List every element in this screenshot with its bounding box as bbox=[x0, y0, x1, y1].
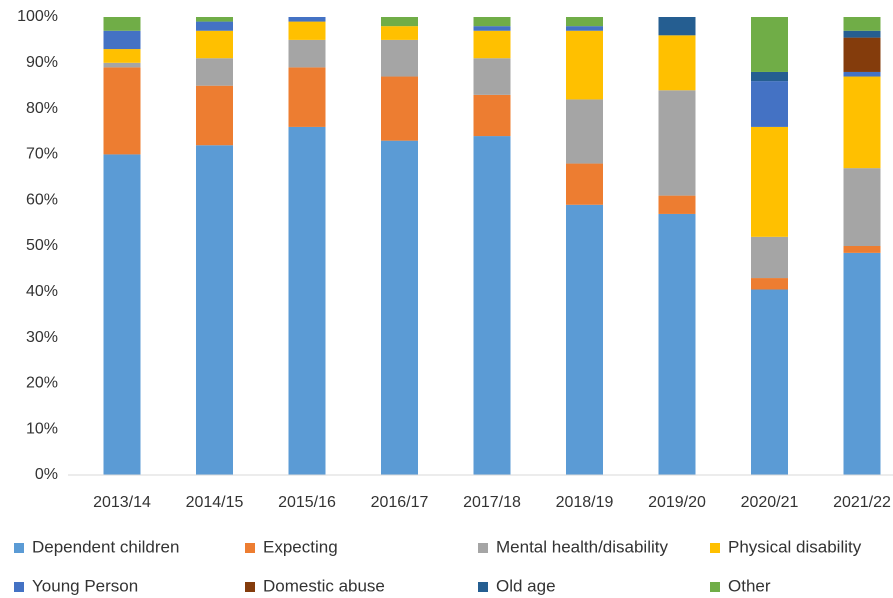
legend-label: Old age bbox=[496, 576, 556, 595]
bar-segment bbox=[658, 195, 696, 214]
bar-segment bbox=[751, 236, 788, 279]
bar-segment bbox=[288, 21, 326, 40]
bar-segment bbox=[566, 163, 603, 205]
bar-segment bbox=[658, 17, 696, 36]
y-tick-label: 90% bbox=[26, 54, 58, 71]
x-tick-label: 2016/17 bbox=[371, 494, 429, 511]
bar-segment bbox=[288, 39, 326, 68]
y-tick-label: 40% bbox=[26, 283, 58, 300]
bar-segment bbox=[843, 76, 881, 169]
bar-segment bbox=[103, 49, 141, 63]
bar-segment bbox=[103, 67, 141, 155]
x-tick-label: 2015/16 bbox=[278, 494, 336, 511]
x-tick-label: 2013/14 bbox=[93, 494, 151, 511]
x-tick-label: 2018/19 bbox=[556, 494, 614, 511]
y-tick-label: 100% bbox=[17, 8, 58, 25]
legend-swatch bbox=[14, 543, 24, 553]
bar-segment bbox=[473, 136, 511, 475]
legend-label: Mental health/disability bbox=[496, 537, 668, 556]
legend-swatch bbox=[478, 582, 488, 592]
bar-segment bbox=[196, 17, 233, 22]
legend-swatch bbox=[245, 543, 255, 553]
bar-segment bbox=[751, 17, 788, 72]
legend-label: Physical disability bbox=[728, 537, 862, 556]
bar-segment bbox=[381, 76, 418, 141]
bar-segment bbox=[843, 37, 881, 72]
y-tick-label: 70% bbox=[26, 146, 58, 163]
bar-segment bbox=[381, 26, 418, 40]
y-tick-label: 50% bbox=[26, 237, 58, 254]
bar-segment bbox=[566, 17, 603, 27]
bar-segment bbox=[751, 71, 788, 82]
legend-swatch bbox=[710, 582, 720, 592]
bar-segment bbox=[566, 99, 603, 164]
x-tick-label: 2014/15 bbox=[186, 494, 244, 511]
bar-segment bbox=[196, 145, 233, 476]
bar-segment bbox=[196, 58, 233, 86]
bar-segment bbox=[381, 39, 418, 77]
bar-segment bbox=[288, 17, 326, 22]
bar-segment bbox=[103, 62, 141, 68]
bar-segment bbox=[196, 30, 233, 59]
legend-swatch bbox=[710, 543, 720, 553]
bar-segment bbox=[658, 35, 696, 91]
bar-segment bbox=[658, 213, 696, 475]
bar-segment bbox=[473, 17, 511, 27]
bar-segment bbox=[288, 67, 326, 127]
bar-segment bbox=[103, 17, 141, 31]
legend-label: Dependent children bbox=[32, 537, 179, 556]
bar-segment bbox=[843, 17, 881, 31]
bar-segment bbox=[103, 30, 141, 50]
bar-segment bbox=[751, 289, 788, 475]
bar-segment bbox=[843, 71, 881, 77]
x-tick-label: 2019/20 bbox=[648, 494, 706, 511]
legend-label: Domestic abuse bbox=[263, 576, 385, 595]
legend-label: Young Person bbox=[32, 576, 138, 595]
legend-swatch bbox=[14, 582, 24, 592]
bar-segment bbox=[751, 126, 788, 237]
bar-segment bbox=[751, 278, 788, 290]
legend-label: Expecting bbox=[263, 537, 338, 556]
x-tick-label: 2017/18 bbox=[463, 494, 521, 511]
bar-segment bbox=[751, 81, 788, 127]
bar-segment bbox=[473, 58, 511, 95]
bar-segment bbox=[288, 126, 326, 476]
bar-segment bbox=[473, 30, 511, 59]
y-tick-label: 10% bbox=[26, 420, 58, 437]
y-tick-label: 30% bbox=[26, 329, 58, 346]
bar-segment bbox=[566, 30, 603, 100]
bar-segment bbox=[381, 140, 418, 475]
legend-label: Other bbox=[728, 576, 771, 595]
bar-segment bbox=[843, 246, 881, 253]
legend-swatch bbox=[245, 582, 255, 592]
bar-segment bbox=[843, 30, 881, 38]
bar-segment bbox=[566, 204, 603, 475]
bar-segment bbox=[473, 94, 511, 137]
y-tick-label: 80% bbox=[26, 100, 58, 117]
x-tick-label: 2020/21 bbox=[741, 494, 799, 511]
x-tick-label: 2021/22 bbox=[833, 494, 891, 511]
y-tick-label: 20% bbox=[26, 375, 58, 392]
bar-segment bbox=[566, 26, 603, 31]
y-tick-label: 0% bbox=[35, 466, 58, 483]
bar-segment bbox=[843, 168, 881, 246]
legend-swatch bbox=[478, 543, 488, 553]
bar-segment bbox=[381, 17, 418, 27]
bar-segment bbox=[196, 21, 233, 31]
bar-segment bbox=[843, 252, 881, 475]
bar-segment bbox=[103, 154, 141, 475]
bar-segment bbox=[196, 85, 233, 146]
bar-segment bbox=[658, 90, 696, 196]
bar-segment bbox=[473, 26, 511, 31]
y-tick-label: 60% bbox=[26, 191, 58, 208]
